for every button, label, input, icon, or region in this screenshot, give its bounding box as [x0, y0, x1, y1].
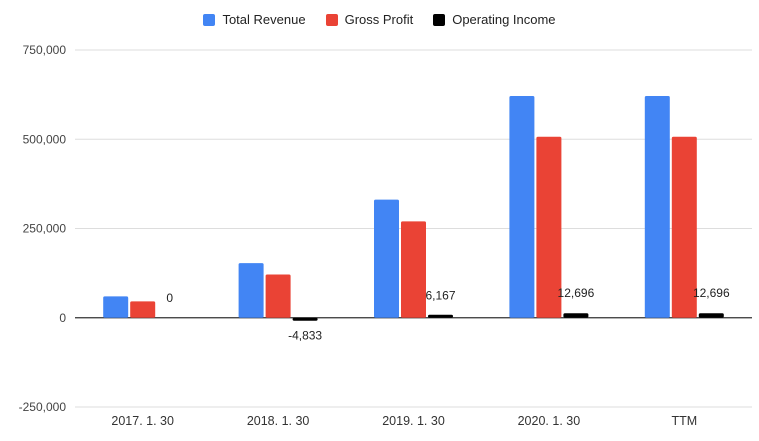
legend-item-total-revenue[interactable]: Total Revenue — [203, 12, 306, 27]
bar-operating-income — [563, 313, 589, 318]
bar-gross-profit — [671, 136, 697, 318]
data-label: 6,167 — [425, 289, 455, 303]
y-tick-label: 250,000 — [23, 222, 67, 236]
y-tick-label: 500,000 — [23, 132, 67, 146]
bar-total-revenue — [374, 199, 399, 318]
bar-gross-profit — [265, 274, 291, 318]
bar-total-revenue — [644, 96, 670, 318]
legend-label-total-revenue: Total Revenue — [222, 12, 306, 27]
legend-item-gross-profit[interactable]: Gross Profit — [325, 12, 414, 27]
legend-swatch-gross-profit — [325, 13, 338, 26]
legend-label-operating-income: Operating Income — [452, 12, 556, 27]
legend: Total Revenue Gross Profit Operating Inc… — [0, 12, 759, 27]
x-tick-label: 2017. 1. 30 — [111, 414, 174, 428]
x-tick-label: 2020. 1. 30 — [518, 414, 581, 428]
bar-total-revenue — [238, 263, 264, 318]
legend-label-gross-profit: Gross Profit — [344, 12, 414, 27]
bar-total-revenue — [509, 96, 535, 318]
bar-operating-income — [292, 317, 318, 321]
data-label: 12,696 — [693, 286, 730, 300]
data-label: 0 — [166, 291, 173, 305]
x-tick-label: 2018. 1. 30 — [247, 414, 310, 428]
y-tick-label: 0 — [59, 311, 66, 325]
x-tick-label: 2019. 1. 30 — [382, 414, 445, 428]
legend-swatch-operating-income — [433, 13, 446, 26]
y-tick-label: -250,000 — [19, 400, 67, 414]
x-tick-label: TTM — [671, 414, 697, 428]
data-label: 12,696 — [558, 286, 595, 300]
bar-gross-profit — [536, 136, 562, 318]
data-label: -4,833 — [288, 328, 322, 342]
bar-gross-profit — [130, 301, 156, 318]
legend-item-operating-income[interactable]: Operating Income — [433, 12, 556, 27]
legend-swatch-total-revenue — [203, 13, 216, 26]
bar-operating-income — [698, 313, 724, 318]
bar-total-revenue — [103, 296, 129, 318]
y-tick-label: 750,000 — [23, 43, 67, 57]
bar-gross-profit — [401, 221, 426, 318]
bar-operating-income — [428, 314, 453, 318]
